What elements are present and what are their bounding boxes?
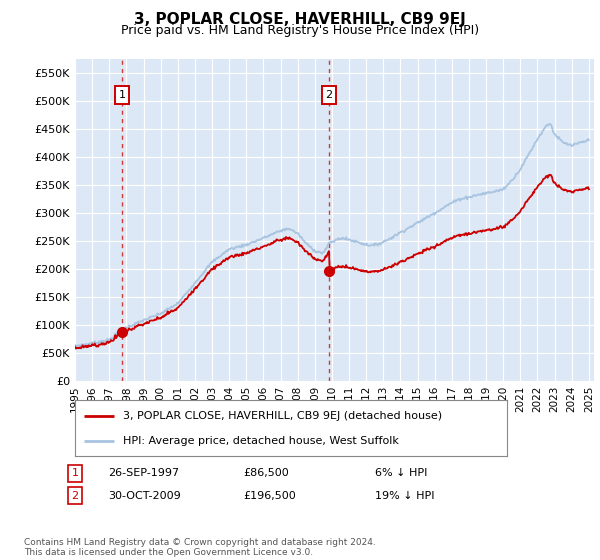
Text: 3, POPLAR CLOSE, HAVERHILL, CB9 9EJ (detached house): 3, POPLAR CLOSE, HAVERHILL, CB9 9EJ (det… xyxy=(122,410,442,421)
Text: Contains HM Land Registry data © Crown copyright and database right 2024.
This d: Contains HM Land Registry data © Crown c… xyxy=(24,538,376,557)
Text: 26-SEP-1997: 26-SEP-1997 xyxy=(108,468,179,478)
Text: £196,500: £196,500 xyxy=(243,491,296,501)
Text: 3, POPLAR CLOSE, HAVERHILL, CB9 9EJ: 3, POPLAR CLOSE, HAVERHILL, CB9 9EJ xyxy=(134,12,466,27)
Text: 30-OCT-2009: 30-OCT-2009 xyxy=(108,491,181,501)
Text: 6% ↓ HPI: 6% ↓ HPI xyxy=(375,468,427,478)
Text: 1: 1 xyxy=(71,468,79,478)
Text: 1: 1 xyxy=(119,90,125,100)
Text: HPI: Average price, detached house, West Suffolk: HPI: Average price, detached house, West… xyxy=(122,436,398,446)
Text: Price paid vs. HM Land Registry's House Price Index (HPI): Price paid vs. HM Land Registry's House … xyxy=(121,24,479,37)
Text: 2: 2 xyxy=(71,491,79,501)
Text: £86,500: £86,500 xyxy=(243,468,289,478)
Text: 19% ↓ HPI: 19% ↓ HPI xyxy=(375,491,434,501)
Text: 2: 2 xyxy=(325,90,332,100)
